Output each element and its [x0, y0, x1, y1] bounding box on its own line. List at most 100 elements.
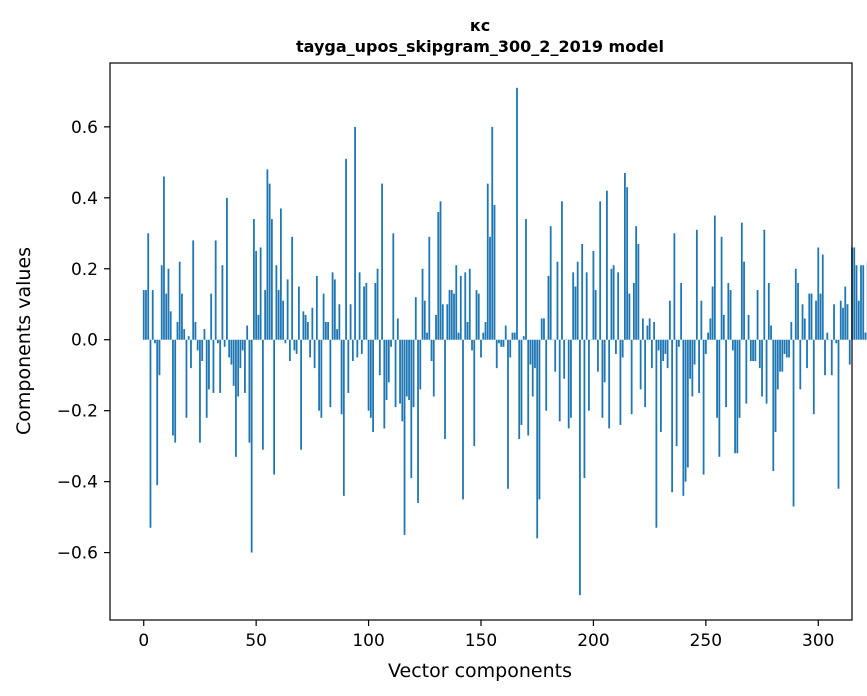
bar [639, 339, 642, 390]
bar [545, 339, 548, 411]
bar [455, 265, 458, 340]
bar [178, 261, 181, 340]
bar [707, 332, 709, 340]
bar [208, 339, 210, 390]
bar [628, 293, 631, 340]
bar [662, 339, 665, 362]
chart-title: кс [470, 16, 490, 35]
bar [626, 187, 629, 340]
bar [761, 339, 763, 397]
bar [702, 339, 705, 475]
bar [655, 339, 658, 528]
bar [435, 314, 437, 340]
bar [201, 339, 204, 362]
bar [426, 332, 428, 340]
bars-group [142, 87, 867, 596]
bar [385, 339, 388, 401]
bar [561, 201, 563, 340]
bar [480, 339, 482, 358]
bar [540, 318, 543, 340]
bar [244, 339, 246, 393]
bar [257, 314, 260, 340]
bar [518, 339, 521, 440]
bar [803, 318, 806, 340]
bar [675, 339, 678, 447]
bar [864, 332, 867, 340]
bar [169, 311, 172, 340]
y-axis-label: Components values [13, 247, 35, 435]
bar [821, 254, 824, 340]
bar [597, 339, 599, 372]
bar [765, 339, 768, 404]
bar [156, 339, 159, 486]
bar [585, 272, 588, 340]
bar [462, 339, 464, 500]
bar [417, 339, 419, 503]
bar [520, 339, 523, 425]
bar [698, 339, 700, 393]
bar [774, 339, 777, 432]
bar [857, 300, 860, 340]
bar [846, 304, 849, 340]
x-axis-ticks: 0 50 100 150 200 250 300 [138, 620, 834, 651]
bar [457, 332, 460, 340]
bar [430, 339, 433, 362]
bar [529, 339, 532, 365]
bar [473, 339, 476, 447]
bar [536, 339, 539, 539]
bar [563, 339, 566, 379]
bar [228, 339, 231, 358]
bar [259, 247, 262, 340]
bar [448, 290, 451, 340]
bar [770, 325, 772, 340]
bar [734, 339, 736, 454]
bar [619, 339, 622, 425]
bar [862, 265, 865, 340]
bar [610, 268, 613, 340]
bar [666, 339, 669, 369]
bar [722, 314, 725, 340]
bar [835, 339, 838, 344]
bar [187, 336, 190, 340]
bar [727, 282, 730, 340]
bar [403, 339, 406, 535]
bar [633, 282, 635, 340]
y-tick-label: 0.6 [71, 118, 98, 138]
bar [412, 339, 415, 408]
bar [599, 201, 602, 340]
bar [255, 251, 258, 340]
bar [401, 339, 404, 422]
bar [837, 339, 840, 489]
bar [342, 339, 345, 496]
bar [354, 126, 356, 340]
bar [824, 339, 826, 376]
bar [453, 293, 455, 340]
bar [154, 339, 156, 344]
bar [383, 339, 386, 429]
bar [644, 339, 647, 408]
bar [650, 339, 653, 369]
bar [725, 339, 727, 408]
bar [304, 314, 307, 340]
bar [381, 183, 383, 340]
bar [531, 339, 534, 397]
bar [860, 265, 862, 340]
bar [210, 293, 213, 340]
bar [387, 339, 390, 383]
bar [830, 339, 833, 376]
bar [185, 339, 188, 418]
bar [776, 339, 779, 390]
y-tick-label: −0.4 [57, 473, 98, 493]
bar [815, 300, 817, 340]
bar [174, 339, 177, 443]
bar [437, 212, 440, 340]
bar [511, 332, 514, 340]
bar [855, 265, 858, 340]
bar [594, 290, 597, 340]
bar [588, 339, 590, 411]
bar [351, 339, 354, 362]
x-tick-label: 300 [802, 631, 834, 651]
bar [689, 339, 692, 379]
bar [507, 339, 509, 489]
